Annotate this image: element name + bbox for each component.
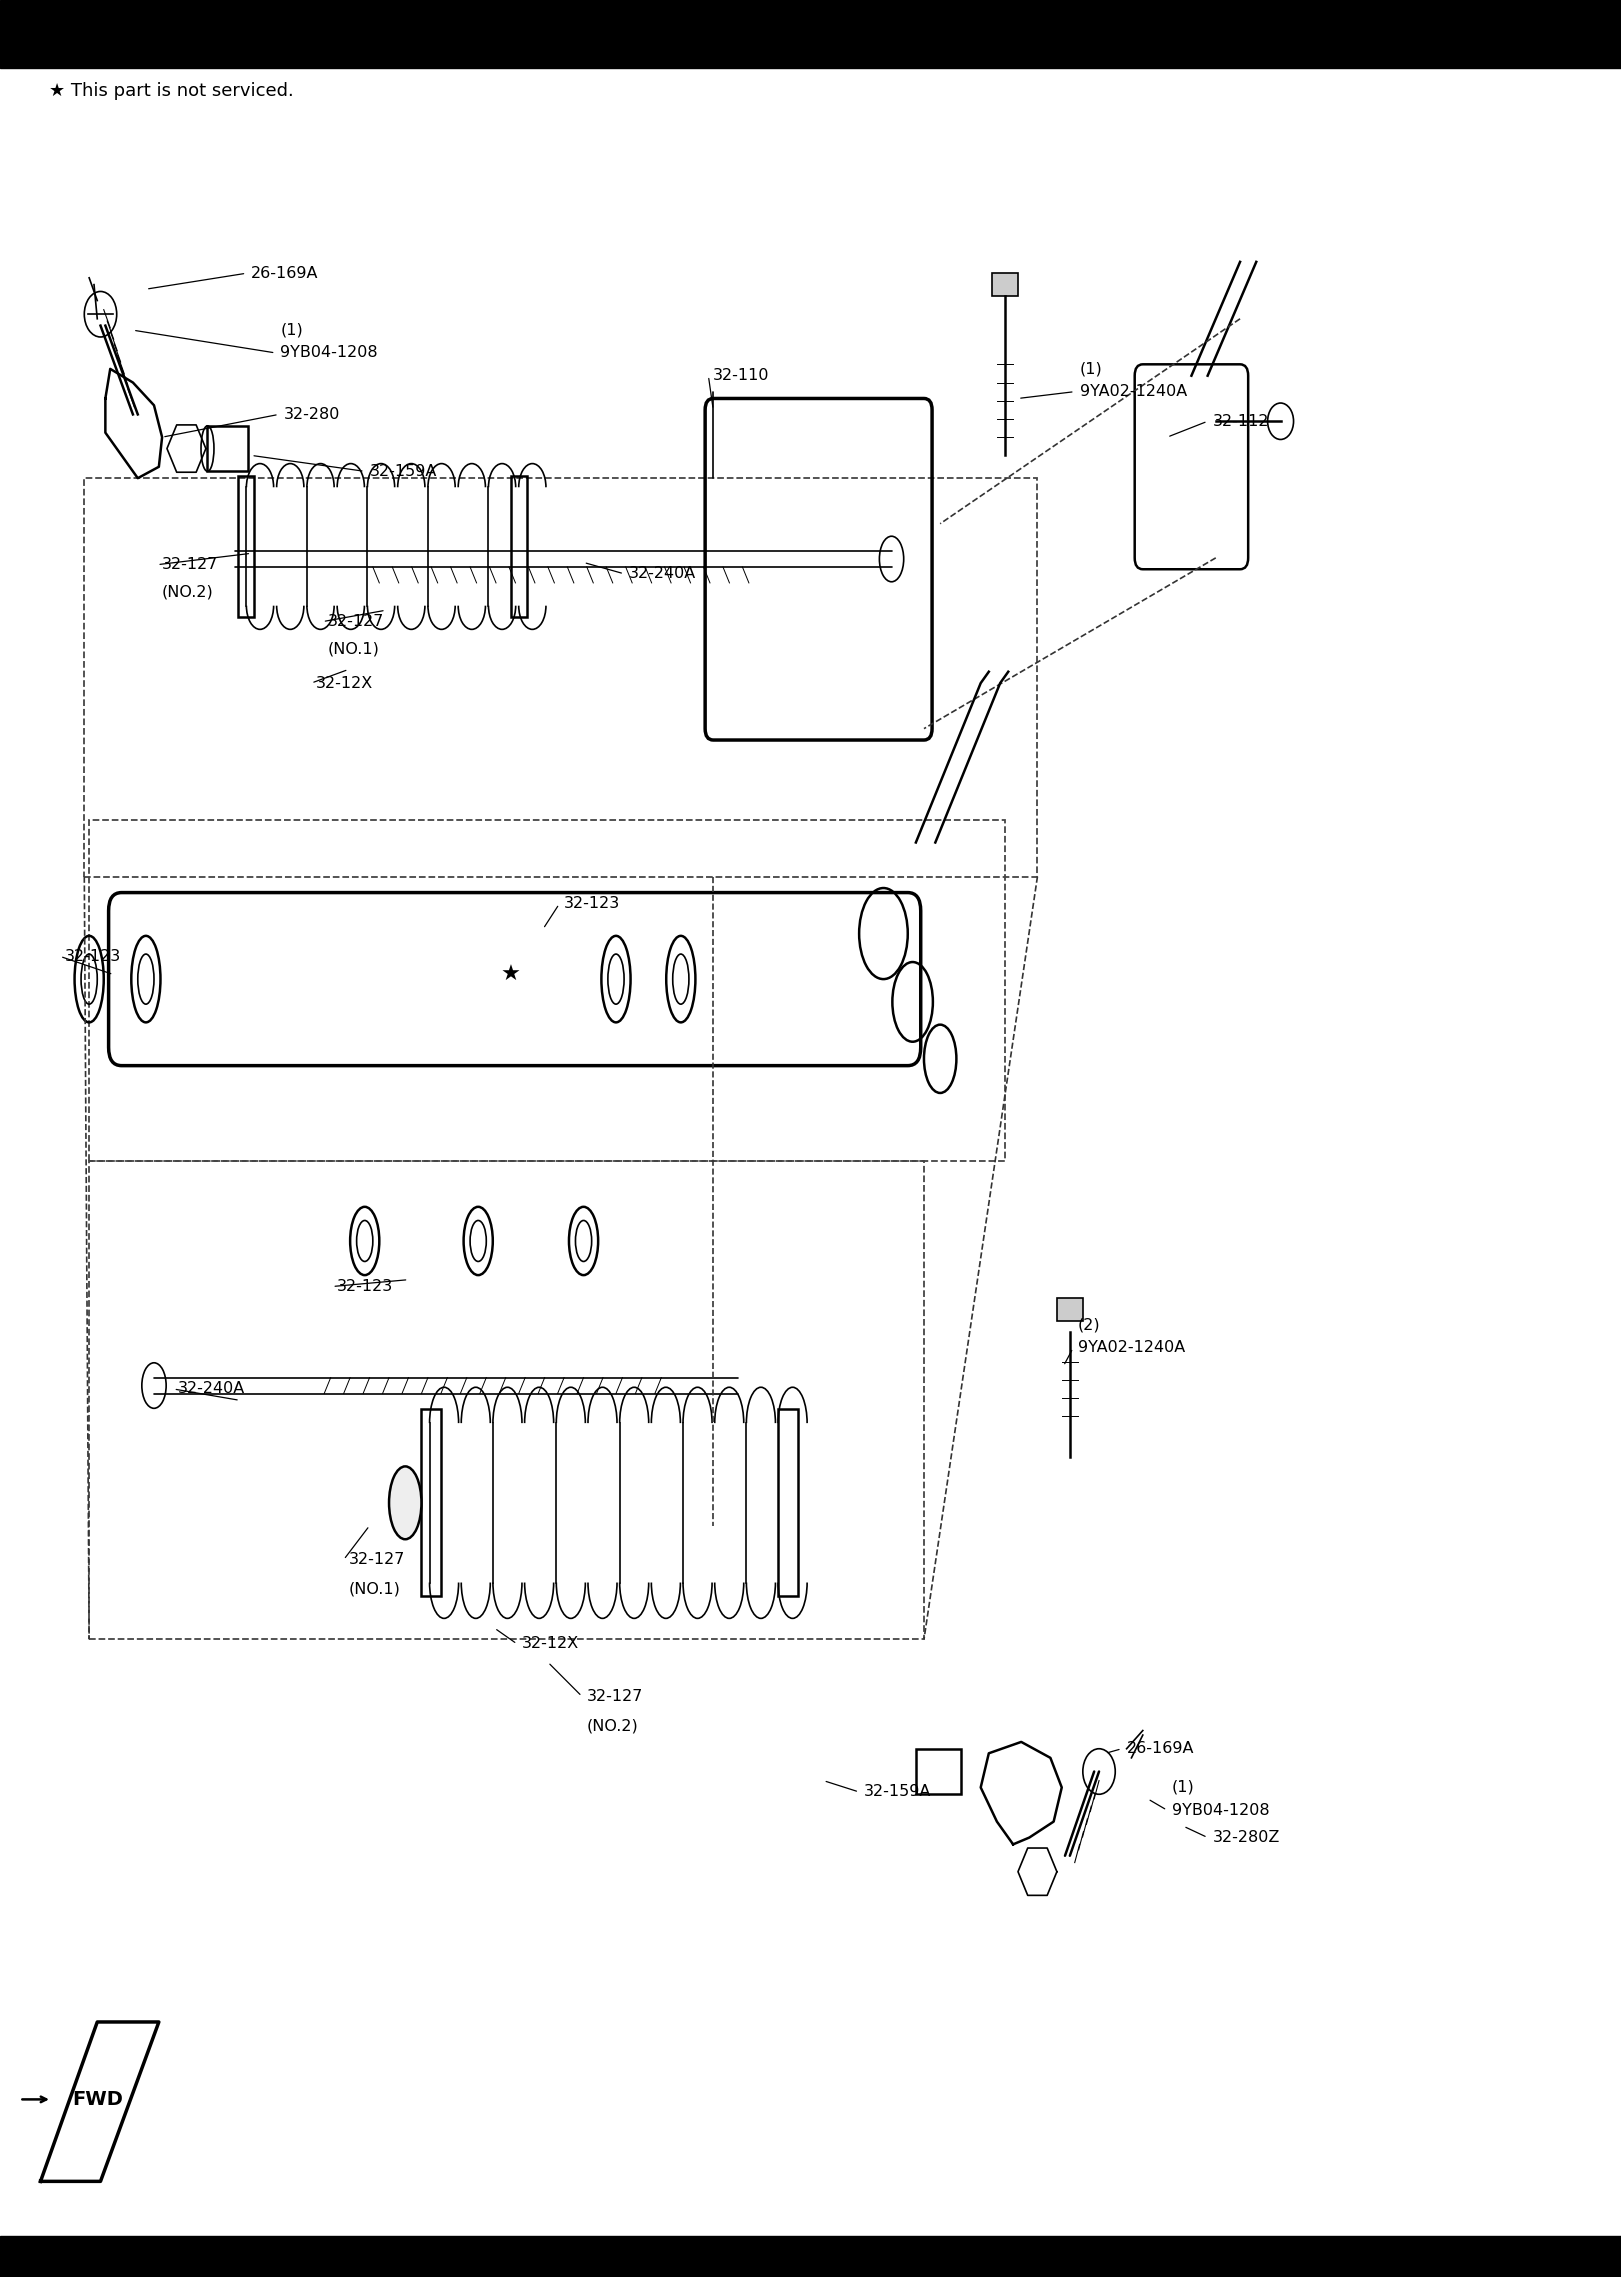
Text: 32-112: 32-112 [1213, 414, 1269, 428]
Text: 32-159A: 32-159A [864, 1785, 932, 1799]
Bar [89, 820, 1005, 1161]
Text: 32-159A: 32-159A [370, 465, 438, 478]
Text: 9YB04-1208: 9YB04-1208 [280, 346, 378, 360]
Bar [238, 476, 254, 617]
Text: 9YB04-1208: 9YB04-1208 [1172, 1803, 1269, 1817]
Text: (NO.1): (NO.1) [327, 642, 379, 656]
Text: 32-280: 32-280 [284, 408, 340, 421]
Text: 32-123: 32-123 [65, 950, 122, 963]
Bar [421, 1409, 441, 1596]
Bar [89, 1161, 924, 1639]
Text: ★ This part is not serviced.: ★ This part is not serviced. [49, 82, 293, 100]
Text: 32-240A: 32-240A [629, 567, 695, 581]
Text: 32-110: 32-110 [713, 369, 770, 383]
Text: ★: ★ [501, 965, 520, 984]
Text: 26-169A: 26-169A [251, 266, 319, 280]
Text: 32-127: 32-127 [587, 1690, 644, 1703]
Text: 32-12X: 32-12X [316, 676, 373, 690]
Text: 9YA02-1240A: 9YA02-1240A [1080, 385, 1187, 398]
Text: 32-127: 32-127 [162, 558, 219, 572]
Text: 32-280Z: 32-280Z [1213, 1831, 1281, 1844]
Bar [992, 273, 1018, 296]
Text: 32-240A: 32-240A [178, 1382, 245, 1396]
Bar [511, 476, 527, 617]
Text: (2): (2) [1078, 1318, 1101, 1332]
Ellipse shape [879, 535, 905, 581]
Text: (1): (1) [1080, 362, 1102, 376]
Bar [84, 478, 1037, 877]
Text: (NO.2): (NO.2) [587, 1719, 639, 1733]
Text: 32-123: 32-123 [564, 897, 621, 911]
Text: (1): (1) [1172, 1781, 1195, 1794]
Bar [916, 1749, 961, 1794]
Text: FWD: FWD [71, 2090, 123, 2109]
Ellipse shape [143, 1362, 165, 1407]
Bar [207, 426, 248, 471]
Bar [1057, 1298, 1083, 1321]
Text: 9YA02-1240A: 9YA02-1240A [1078, 1341, 1185, 1355]
Text: 32-12X: 32-12X [522, 1637, 579, 1651]
Ellipse shape [389, 1466, 421, 1539]
Text: 32-123: 32-123 [337, 1280, 394, 1293]
Bar [778, 1409, 798, 1596]
Text: (NO.1): (NO.1) [349, 1583, 400, 1596]
Text: 32-127: 32-127 [349, 1553, 405, 1567]
Text: 26-169A: 26-169A [1127, 1742, 1195, 1756]
Bar [0, 2236, 1621, 2277]
Text: 32-127: 32-127 [327, 615, 384, 628]
Text: (1): (1) [280, 323, 303, 337]
Bar [0, 0, 1621, 68]
Text: (NO.2): (NO.2) [162, 585, 214, 599]
